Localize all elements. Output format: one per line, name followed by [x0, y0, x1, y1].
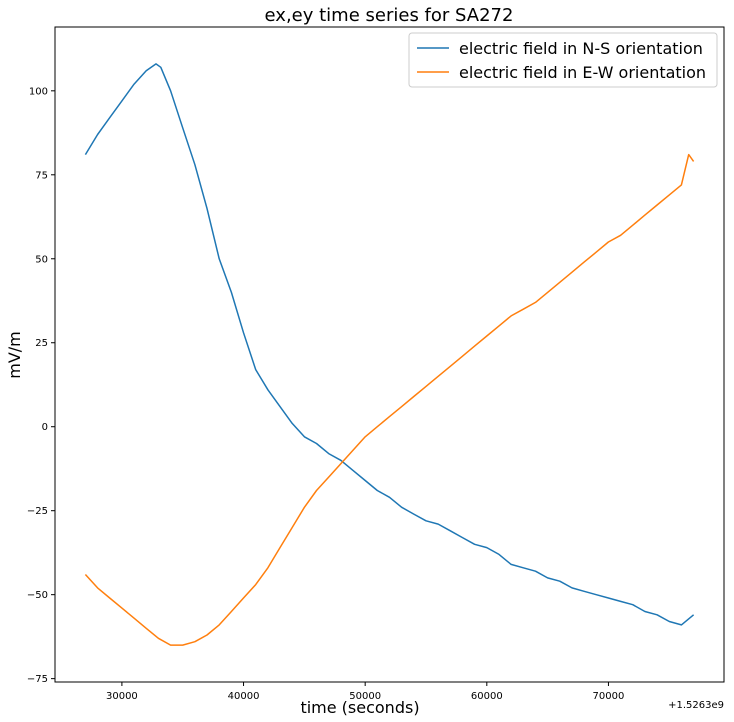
y-tick-label: −50: [27, 590, 48, 601]
x-tick-label: 30000: [106, 691, 138, 702]
y-axis-label: mV/m: [5, 331, 24, 379]
x-tick-label: 60000: [471, 691, 503, 702]
y-tick-label: 50: [35, 254, 48, 265]
plot-area: [84, 63, 695, 646]
x-tick-label: 40000: [228, 691, 260, 702]
y-tick-label: 0: [42, 422, 48, 433]
plot-frame: [54, 26, 725, 683]
series-line-1: [84, 63, 695, 626]
legend: electric field in N-S orientation electri…: [408, 32, 718, 88]
legend-label-2: electric field in E-W orientation: [459, 63, 706, 82]
y-tick-label: 100: [29, 86, 48, 97]
y-tick-label: −75: [27, 674, 48, 685]
x-axis-label: time (seconds): [300, 698, 419, 717]
x-tick-label: 50000: [349, 691, 381, 702]
y-tick-label: −25: [27, 506, 48, 517]
x-axis-offset-label: +1.5263e9: [668, 700, 724, 711]
series-line-2: [84, 153, 695, 646]
x-tick-label: 70000: [593, 691, 625, 702]
y-tick-label: 25: [35, 338, 48, 349]
chart-title: ex,ey time series for SA272: [265, 5, 514, 26]
legend-label-1: electric field in N-S orientation: [459, 39, 703, 58]
y-tick-label: 75: [35, 170, 48, 181]
y-axis: −75 −50 −25 0 25 50 75 100: [27, 86, 55, 685]
legend-box: [408, 32, 718, 88]
x-axis: 30000 40000 50000 60000 70000: [106, 682, 624, 702]
